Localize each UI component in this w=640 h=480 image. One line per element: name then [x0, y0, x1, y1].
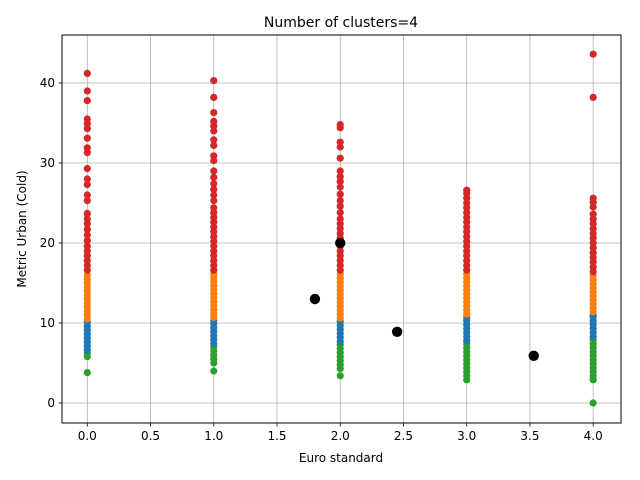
- data-point: [83, 209, 91, 217]
- data-point: [83, 181, 91, 189]
- data-point: [83, 134, 91, 142]
- data-point: [336, 167, 344, 175]
- data-point: [83, 242, 91, 250]
- data-point: [210, 93, 218, 101]
- data-point: [336, 197, 344, 205]
- data-point: [210, 77, 218, 85]
- data-point: [210, 141, 218, 149]
- data-point: [589, 93, 597, 101]
- data-point: [83, 225, 91, 233]
- plot-frame: [61, 34, 622, 424]
- data-point: [336, 154, 344, 162]
- centroid-point: [309, 293, 321, 305]
- chart-title: Number of clusters=4: [264, 15, 418, 31]
- x-tick-label: 3.5: [520, 429, 539, 443]
- x-tick-label: 3.0: [457, 429, 476, 443]
- data-point: [83, 87, 91, 95]
- data-point: [83, 144, 91, 152]
- x-tick-label: 4.0: [584, 429, 603, 443]
- data-point: [336, 183, 344, 191]
- y-axis-ticks: 0 10 20 30 40: [40, 76, 62, 410]
- x-tick-label: 2.0: [331, 429, 350, 443]
- data-point: [589, 194, 597, 202]
- data-point: [83, 97, 91, 105]
- data-point: [83, 191, 91, 199]
- data-point: [210, 136, 218, 144]
- data-point: [210, 109, 218, 117]
- data-point: [210, 180, 218, 188]
- data-point: [210, 152, 218, 160]
- centroid-point: [335, 237, 346, 249]
- data-point: [336, 215, 344, 223]
- centroid-point: [391, 326, 403, 337]
- data-point: [589, 210, 597, 218]
- x-axis-ticks: 0.0 0.5 1.0 1.5 2.0 2.5 3.0 3.5 4.0: [78, 423, 603, 443]
- data-point: [83, 215, 91, 223]
- data-point: [83, 165, 91, 173]
- data-point: [210, 367, 218, 375]
- y-tick-label: 30: [40, 156, 55, 170]
- x-tick-label: 1.0: [204, 429, 223, 443]
- data-points: [83, 50, 597, 407]
- data-point: [210, 191, 218, 199]
- data-point: [83, 369, 91, 377]
- data-point: [336, 372, 344, 380]
- y-tick-label: 0: [47, 396, 55, 410]
- y-tick-label: 20: [40, 236, 55, 250]
- y-tick-label: 40: [40, 76, 55, 90]
- x-tick-label: 1.5: [267, 429, 286, 443]
- data-point: [83, 69, 91, 77]
- data-point: [83, 115, 91, 123]
- data-point: [83, 197, 91, 205]
- data-point: [336, 138, 344, 146]
- data-point: [336, 190, 344, 198]
- y-axis-label: Metric Urban (Cold): [15, 170, 29, 287]
- x-tick-label: 0.0: [78, 429, 97, 443]
- data-point: [210, 204, 218, 212]
- data-point: [83, 231, 91, 239]
- cluster-series-1: [83, 336, 597, 407]
- cluster-centroids: [309, 237, 539, 361]
- data-point: [336, 202, 344, 210]
- cluster-series-4: [83, 50, 597, 276]
- data-point: [83, 175, 91, 183]
- centroid-point: [528, 350, 539, 361]
- cluster-series-3: [83, 270, 597, 323]
- data-point: [210, 173, 218, 181]
- data-point: [336, 173, 344, 181]
- data-point: [463, 186, 471, 194]
- x-tick-label: 2.5: [394, 429, 413, 443]
- y-tick-label: 10: [40, 316, 55, 330]
- data-point: [210, 167, 218, 175]
- data-point: [210, 185, 218, 193]
- data-point: [589, 399, 597, 407]
- data-point: [210, 117, 218, 125]
- data-point: [589, 50, 597, 58]
- data-point: [336, 121, 344, 129]
- x-tick-label: 0.5: [141, 429, 160, 443]
- data-point: [336, 209, 344, 217]
- x-axis-label: Euro standard: [299, 451, 383, 465]
- data-point: [83, 237, 91, 245]
- data-point: [210, 197, 218, 205]
